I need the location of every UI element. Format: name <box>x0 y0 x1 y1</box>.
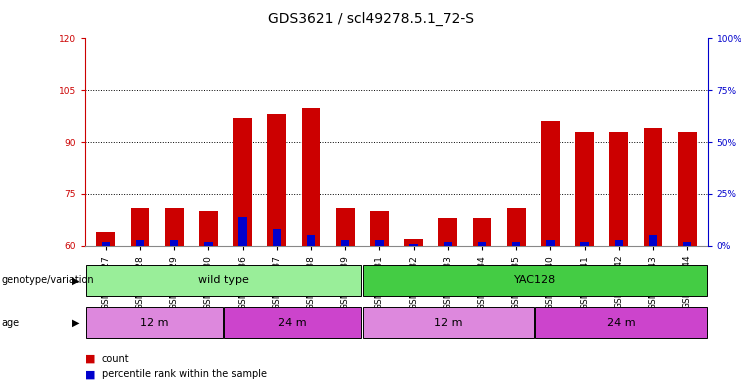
Text: GDS3621 / scl49278.5.1_72-S: GDS3621 / scl49278.5.1_72-S <box>268 12 473 26</box>
Bar <box>204 242 213 246</box>
Bar <box>404 239 423 246</box>
Bar <box>370 211 389 246</box>
Text: 24 m: 24 m <box>607 318 636 328</box>
Bar <box>541 121 559 246</box>
Bar <box>102 242 110 246</box>
Text: ■: ■ <box>85 354 96 364</box>
Bar <box>170 240 179 246</box>
Bar <box>165 208 184 246</box>
Text: percentile rank within the sample: percentile rank within the sample <box>102 369 267 379</box>
Text: wild type: wild type <box>198 275 249 285</box>
Bar <box>478 242 486 246</box>
Bar <box>512 242 520 246</box>
Bar <box>239 217 247 246</box>
Bar <box>609 132 628 246</box>
Text: 24 m: 24 m <box>279 318 307 328</box>
Bar <box>439 218 457 246</box>
Bar <box>130 208 150 246</box>
Bar <box>273 229 281 246</box>
Text: age: age <box>1 318 19 328</box>
Bar <box>336 208 354 246</box>
Bar <box>375 240 384 246</box>
Bar <box>362 265 707 296</box>
Bar <box>683 242 691 246</box>
Text: YAC128: YAC128 <box>514 275 556 285</box>
Bar <box>614 240 623 246</box>
Text: ▶: ▶ <box>72 275 79 285</box>
Bar <box>536 307 707 338</box>
Bar <box>575 132 594 246</box>
Bar <box>302 108 320 246</box>
Bar <box>307 235 315 246</box>
Bar <box>648 235 657 246</box>
Bar <box>546 240 554 246</box>
Bar <box>580 242 589 246</box>
Bar <box>268 114 286 246</box>
Text: genotype/variation: genotype/variation <box>1 275 94 285</box>
Bar <box>341 240 349 246</box>
Text: 12 m: 12 m <box>434 318 462 328</box>
Bar <box>444 242 452 246</box>
Bar <box>473 218 491 246</box>
Bar <box>362 307 534 338</box>
Bar <box>136 240 144 246</box>
Bar <box>233 118 252 246</box>
Bar <box>96 232 115 246</box>
Bar <box>225 307 361 338</box>
Bar <box>86 307 223 338</box>
Bar <box>643 128 662 246</box>
Text: ▶: ▶ <box>72 318 79 328</box>
Bar <box>678 132 697 246</box>
Text: 12 m: 12 m <box>140 318 169 328</box>
Bar <box>409 244 418 246</box>
Bar <box>199 211 218 246</box>
Text: count: count <box>102 354 129 364</box>
Bar <box>507 208 525 246</box>
Bar <box>86 265 361 296</box>
Text: ■: ■ <box>85 369 96 379</box>
